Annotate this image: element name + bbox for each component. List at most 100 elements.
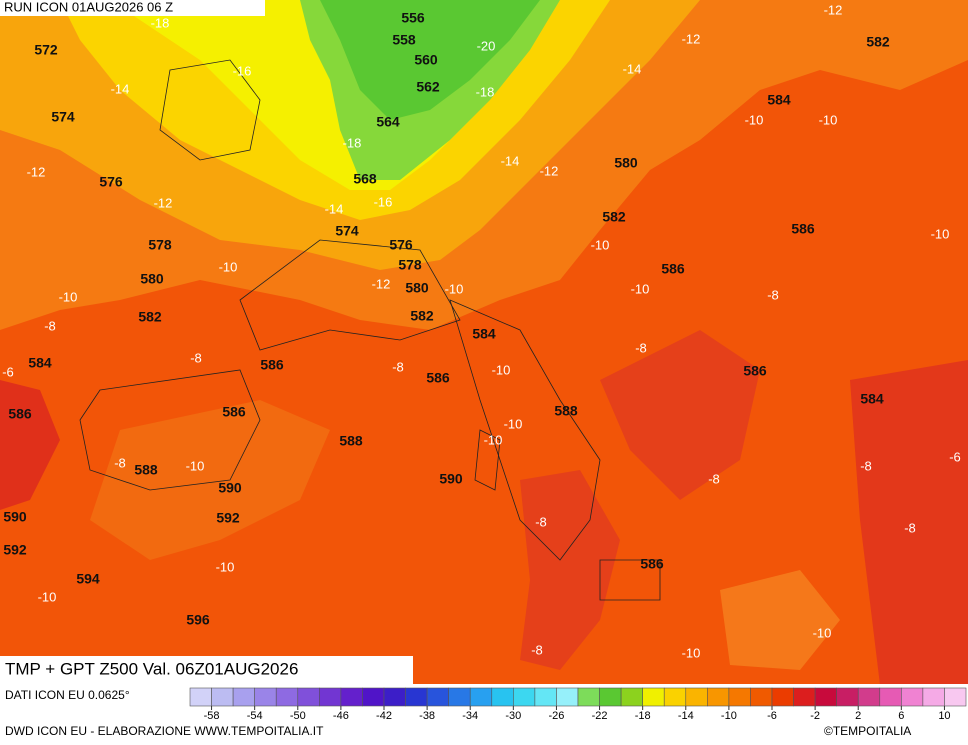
logo: ©TEMPOITALIA — [824, 724, 911, 738]
height-label: 590 — [3, 509, 27, 525]
colorbar-swatch — [491, 687, 514, 707]
temperature-label: -8 — [535, 514, 547, 529]
height-label: 580 — [405, 280, 429, 296]
temperature-label: -12 — [824, 2, 843, 17]
colorbar-swatch — [469, 687, 493, 707]
height-label: 578 — [148, 237, 172, 253]
height-label: 596 — [186, 612, 210, 628]
temperature-label: -10 — [745, 112, 764, 127]
temperature-label: -8 — [114, 455, 126, 470]
colorbar-swatch — [340, 687, 363, 707]
height-label: 580 — [614, 155, 638, 171]
temperature-label: -18 — [343, 135, 362, 150]
colorbar-swatch — [814, 687, 837, 707]
temperature-label: -10 — [59, 289, 78, 304]
temperature-label: -8 — [635, 340, 647, 355]
height-label: 562 — [416, 79, 440, 95]
colorbar-tick-label: -18 — [635, 710, 651, 722]
temperature-label: -10 — [186, 458, 205, 473]
height-label: 574 — [51, 109, 75, 125]
temperature-label: -12 — [27, 164, 46, 179]
temperature-label: -14 — [623, 61, 642, 76]
colorbar-swatch — [793, 687, 816, 707]
height-label: 582 — [866, 34, 890, 50]
colorbar-tick-label: -30 — [505, 710, 521, 722]
coastline — [79, 59, 661, 601]
height-label: 584 — [767, 92, 791, 108]
height-label: 584 — [472, 326, 496, 342]
colorbar-swatch — [879, 687, 902, 707]
credit: DWD ICON EU - ELABORAZIONE WWW.TEMPOITAL… — [5, 724, 324, 738]
height-label: 584 — [860, 391, 884, 407]
temperature-label: -12 — [372, 276, 391, 291]
height-label: 588 — [134, 462, 158, 478]
temperature-label: -10 — [682, 645, 701, 660]
colorbar-swatch — [189, 687, 212, 707]
height-label: 580 — [140, 271, 164, 287]
temperature-label: -10 — [445, 281, 464, 296]
colorbar-swatch — [448, 687, 471, 707]
colorbar-swatch — [922, 687, 945, 707]
height-label: 586 — [743, 363, 767, 379]
colorbar-swatch — [728, 687, 751, 707]
height-label: 590 — [218, 480, 242, 496]
temperature-label: -8 — [860, 458, 872, 473]
height-label: 582 — [602, 209, 626, 225]
source: DATI ICON EU 0.0625° — [5, 688, 130, 702]
temperature-label: -20 — [477, 38, 496, 53]
height-label: 586 — [8, 406, 32, 422]
temperature-label: -10 — [484, 432, 503, 447]
run-label: RUN ICON 01AUG2026 06 Z — [4, 0, 173, 14]
height-label: 560 — [414, 52, 438, 68]
colorbar-swatch — [642, 687, 665, 707]
colorbar-tick-label: -26 — [548, 710, 564, 722]
temperature-label: -6 — [2, 364, 14, 379]
colorbar-tick-label: -50 — [290, 710, 306, 722]
colorbar-swatch — [275, 687, 299, 707]
height-label: 568 — [353, 171, 377, 187]
height-label: 588 — [554, 403, 578, 419]
colorbar-swatch — [513, 687, 536, 707]
colorbar-tick-label: 10 — [938, 710, 950, 722]
colorbar-tick-label: -6 — [767, 710, 777, 722]
colorbar-swatch — [319, 687, 342, 707]
colorbar-tick-label: -22 — [592, 710, 608, 722]
height-label: 592 — [216, 510, 240, 526]
temperature-label: -14 — [501, 153, 520, 168]
map-title: TMP + GPT Z500 Val. 06Z01AUG2026 — [5, 659, 298, 678]
temperature-label: -12 — [682, 31, 701, 46]
colorbar-swatch — [254, 687, 277, 707]
temperature-label: -8 — [531, 642, 543, 657]
colorbar-swatch — [685, 687, 708, 707]
colorbar-swatch — [857, 687, 881, 707]
temperature-label: -10 — [631, 281, 650, 296]
temperature-label: -10 — [492, 362, 511, 377]
colorbar-tick-label: 2 — [855, 710, 861, 722]
height-label: 586 — [640, 556, 664, 572]
colorbar-swatch — [620, 687, 643, 707]
temperature-label: -10 — [931, 226, 950, 241]
colorbar-tick-label: -2 — [810, 710, 820, 722]
colorbar-swatch — [556, 687, 579, 707]
temperature-label: -8 — [904, 520, 916, 535]
colorbar-swatch — [426, 687, 449, 707]
colorbar-swatch — [534, 687, 557, 707]
height-label: 556 — [401, 10, 425, 26]
temperature-label: -10 — [504, 416, 523, 431]
colorbar-swatch — [577, 687, 600, 707]
height-label: 578 — [398, 257, 422, 273]
map-field — [0, 0, 968, 685]
height-label: 586 — [661, 261, 685, 277]
colorbar-swatch — [944, 687, 967, 707]
temperature-label: -8 — [190, 350, 202, 365]
temperature-label: -8 — [44, 318, 56, 333]
height-label: 586 — [426, 370, 450, 386]
temperature-label: -14 — [325, 201, 344, 216]
temperature-label: -18 — [151, 15, 170, 30]
temperature-label: -10 — [813, 625, 832, 640]
colorbar-tick-label: -58 — [204, 710, 220, 722]
height-label: 592 — [3, 542, 27, 558]
height-label: 582 — [138, 309, 162, 325]
temperature-label: -12 — [540, 163, 559, 178]
